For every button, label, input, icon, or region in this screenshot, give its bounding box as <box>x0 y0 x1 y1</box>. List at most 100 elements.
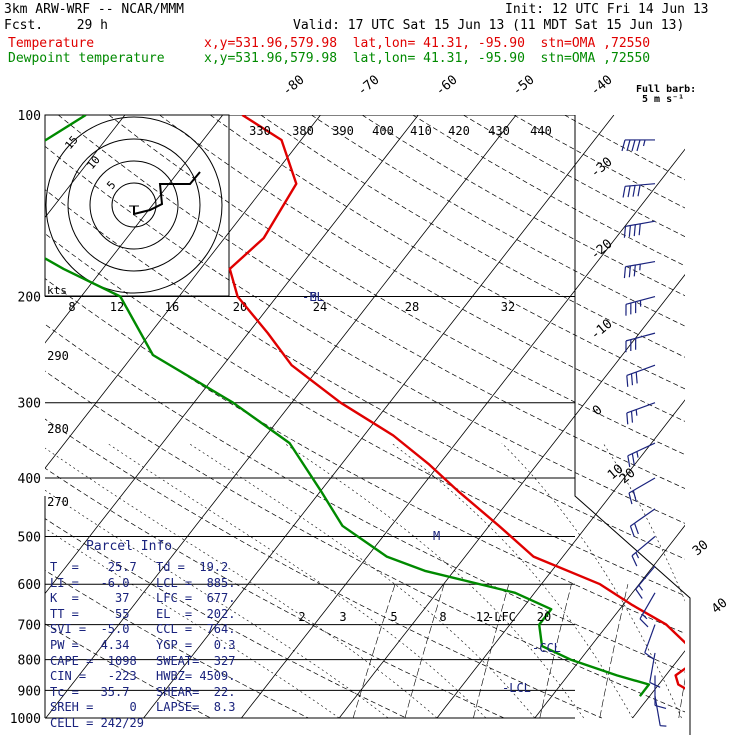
wind-barb-half-flag <box>642 139 646 147</box>
wind-barb-flag <box>630 411 634 423</box>
theta-label: 290 <box>47 349 69 363</box>
parcel-info-row: T = 25.7 Td = 19.2 <box>50 560 228 575</box>
wind-barb <box>639 592 656 628</box>
parcel-info-left: LI = -6.0 <box>50 575 130 590</box>
mixing-ratio-label: 20 <box>537 610 551 624</box>
mixing-ratio-line <box>678 677 685 719</box>
parcel-info-row: K = 37 LFC = 677. <box>50 591 235 606</box>
wind-barb-flag <box>627 455 631 468</box>
mixing-ratio-label: 8 <box>439 610 446 624</box>
mixing-ratio-label: 5 <box>390 610 397 624</box>
pressure-tick-label: 900 <box>18 684 41 699</box>
pressure-tick-label: 1000 <box>10 712 41 727</box>
dewpoint-location-info: x,y=531.96,579.98 lat,lon= 41.31, -95.90… <box>204 51 651 66</box>
theta-label: 420 <box>448 124 470 138</box>
moist-adiabat-line <box>45 447 438 719</box>
mixing-ratio-line <box>404 584 445 719</box>
mixing-ratio-label: 3 <box>339 610 346 624</box>
parcel-info-right: LAPSE= 8.3 <box>156 700 236 715</box>
dry-adiabat-line <box>260 115 685 358</box>
wind-barb-flag <box>630 373 634 386</box>
theta-label: 400 <box>372 124 394 138</box>
wind-barb-flag <box>644 652 655 660</box>
wind-barb-flag <box>636 139 641 152</box>
parcel-info-left: PW = 4.34 <box>50 638 130 652</box>
temperature-location-info: x,y=531.96,579.98 lat,lon= 41.31, -95.90… <box>204 36 651 51</box>
isotherm-line <box>338 274 685 719</box>
theta-label: 410 <box>410 124 432 138</box>
theta-label: 330 <box>249 124 271 138</box>
wind-barb-flag <box>633 523 639 535</box>
hodograph-frame <box>44 114 230 297</box>
storm-motion-hodo-marker: M <box>310 291 317 304</box>
isotherm-line <box>632 650 685 719</box>
mixing-ratio-line <box>539 584 572 719</box>
parcel-info-right: EL = 202. <box>156 606 236 621</box>
isotherm-label: -60 <box>433 72 461 99</box>
level-label: -CCL <box>532 641 561 655</box>
wind-barb-flag <box>626 139 631 152</box>
wind-barb-flag <box>631 139 636 152</box>
pressure-tick-label: 300 <box>18 397 41 412</box>
parcel-info-left: T = 25.7 <box>50 560 137 574</box>
parcel-info-left: SREH = 0 <box>50 700 137 715</box>
wind-barb <box>629 508 656 538</box>
dry-adiabat-line <box>58 115 685 489</box>
parcel-info-title: Parcel Info <box>86 539 173 554</box>
wind-barb-half-flag <box>635 552 640 559</box>
parcel-info-left: TT = 55 <box>50 606 130 621</box>
parcel-info-right: SWEAT= 327 <box>156 653 236 668</box>
wind-barb-flag <box>631 555 638 567</box>
hodograph-ring-label: 5 <box>104 178 118 191</box>
dry-adiabat-line <box>311 115 685 327</box>
wind-barb-flag <box>628 492 633 505</box>
parcel-info-row: TT = 55 EL = 202. <box>50 607 235 622</box>
theta-label: 440 <box>530 124 552 138</box>
wind-barb-flag <box>623 226 627 238</box>
wind-barb-staff <box>654 696 661 726</box>
parcel-info-row: Tc = 35.7 SHEAR= 22. <box>50 685 235 700</box>
isotherm-line <box>45 115 321 469</box>
wind-barb-flag <box>627 185 631 198</box>
parcel-info-right: Td = 19.2 <box>156 560 229 574</box>
dewpoint-legend: Dewpoint temperature <box>8 51 165 66</box>
hodograph-axis-label: 16 <box>165 300 179 314</box>
forecast-hour: 29 h <box>76 18 108 33</box>
wind-barb-flag <box>633 264 636 277</box>
forecast-label: Fcst. <box>4 18 44 33</box>
theta-label: 270 <box>47 495 69 509</box>
dry-adiabat-line <box>361 115 685 297</box>
hodograph-axis-label: 32 <box>501 300 515 314</box>
wind-barb-flag <box>632 490 637 502</box>
parcel-info-row: CIN = -223 HWBZ= 4509. <box>50 669 235 684</box>
pressure-tick-label: 100 <box>18 109 41 124</box>
parcel-info-row: LI = -6.0 LCL = 885. <box>50 576 235 591</box>
pressure-tick-label: 600 <box>18 578 41 593</box>
wind-barb <box>626 402 656 425</box>
wind-barb-flag <box>635 588 643 599</box>
dry-adiabat-line <box>45 233 685 597</box>
hodograph-ring <box>89 160 179 250</box>
dry-adiabat-line <box>45 370 685 713</box>
theta-label: 380 <box>292 124 314 138</box>
wind-barb <box>625 332 656 353</box>
wind-barb <box>625 295 656 316</box>
wind-barb-flag <box>639 618 649 628</box>
dry-adiabat-line <box>209 115 685 390</box>
level-label: -LFC <box>487 610 516 624</box>
isotherm-label: 40 <box>709 596 731 618</box>
wind-barb-flag <box>633 224 636 237</box>
isotherm-line <box>241 148 685 719</box>
parcel-info-right: LFC = 677. <box>156 591 236 606</box>
isotherm-label: 0 <box>590 403 606 420</box>
wind-barb <box>623 220 656 238</box>
hodograph-ring <box>111 182 157 228</box>
wind-barb <box>623 260 656 279</box>
wind-barb-staff <box>649 652 656 683</box>
hodograph-trace <box>133 171 201 216</box>
temperature-profile <box>228 115 685 690</box>
isotherm-label: -70 <box>355 72 383 99</box>
temperature-legend: Temperature <box>8 36 95 51</box>
hodograph-ring <box>67 138 201 272</box>
dewpoint-profile <box>45 115 651 697</box>
